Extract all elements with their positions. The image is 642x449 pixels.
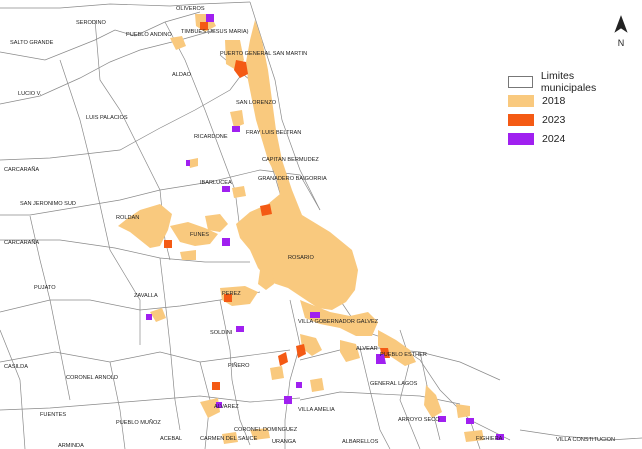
urban-area-2024 (146, 14, 504, 440)
place-label: PUJATO (34, 285, 56, 291)
legend-label: Limites municipales (540, 69, 597, 94)
place-label: SOLDINI (210, 330, 233, 336)
place-label: CARMEN DEL SAUCE (200, 436, 258, 442)
place-label: SAN JERONIMO SUD (20, 201, 76, 207)
place-label: FUENTES (40, 412, 66, 418)
place-label: ALVEAR (356, 346, 378, 352)
place-label: VILLA AMELIA (298, 407, 335, 413)
place-label: OLIVEROS (176, 6, 205, 12)
legend-item-2023: 2023 (508, 110, 628, 129)
place-label: ARMINDA (58, 443, 84, 449)
place-label: ROSARIO (288, 255, 314, 261)
place-label: GRANADERO BAIGORRIA (258, 176, 327, 182)
legend-item-municipal-limits: Limites municipales (508, 69, 628, 94)
place-label: VILLA CONSTITUCION (556, 437, 615, 443)
place-label: CORONEL DOMINGUEZ (234, 427, 298, 433)
place-label: CAPITAN BERMUDEZ (262, 157, 319, 163)
place-label: ARROYO SECO (398, 417, 440, 423)
place-labels: OLIVEROS SERODINO PUEBLO ANDINO TIMBUES … (4, 6, 615, 449)
place-label: URANGA (272, 439, 296, 445)
place-label: CARCARAÑA (4, 239, 39, 246)
place-label: FIGHIERA (476, 436, 503, 442)
place-label: ROLDAN (116, 215, 139, 221)
legend-item-2024: 2024 (508, 129, 628, 148)
place-label: SALTO GRANDE (10, 40, 54, 46)
place-label: VILLA GOBERNADOR GALVEZ (298, 319, 379, 325)
place-label: FRAY LUIS BELTRAN (246, 130, 301, 136)
north-arrow-icon: N (614, 15, 628, 48)
place-label: RICARDONE (194, 134, 228, 140)
place-label: CORONEL ARNOLD (66, 375, 118, 381)
place-label: ACEBAL (160, 436, 182, 442)
legend-swatch (508, 113, 534, 126)
place-label: LUIS PALACIOS (86, 115, 128, 121)
legend-swatch (508, 94, 534, 107)
place-label: ALVAREZ (214, 404, 239, 410)
place-label: ALBARELLOS (342, 439, 379, 445)
map-legend: Limites municipales 2018 2023 2024 (508, 69, 628, 148)
place-label: LUCIO V. (18, 91, 42, 97)
place-label: FUNES (190, 232, 209, 238)
legend-label: 2023 (542, 113, 566, 126)
place-label: ALDAO (172, 72, 192, 78)
place-label: PUEBLO MUÑOZ (116, 419, 161, 426)
place-label: PEREZ (222, 291, 241, 297)
place-label: SAN LORENZO (236, 100, 277, 106)
place-label: PUERTO GENERAL SAN MARTIN (220, 51, 307, 57)
place-label: ZAVALLA (134, 293, 158, 299)
place-label: PUEBLO ESTHER (380, 352, 427, 358)
place-label: PIÑERO (228, 362, 250, 369)
legend-label: 2018 (542, 94, 566, 107)
place-label: PUEBLO ANDINO (126, 32, 172, 38)
urban-area-2018 (118, 14, 484, 444)
legend-item-2018: 2018 (508, 91, 628, 110)
legend-swatch (508, 132, 534, 145)
urban-area-2023 (164, 22, 390, 390)
place-label: CARCARAÑA (4, 166, 39, 173)
place-label: TIMBUES (JESUS MARIA) (181, 29, 249, 35)
place-label: IBARLUCEA (200, 180, 232, 186)
place-label: SERODINO (76, 20, 106, 26)
legend-swatch (508, 75, 533, 88)
place-label: GENERAL LAGOS (370, 381, 418, 387)
place-label: CASILDA (4, 364, 28, 370)
north-arrow-label: N (618, 38, 625, 48)
legend-label: 2024 (542, 132, 566, 145)
